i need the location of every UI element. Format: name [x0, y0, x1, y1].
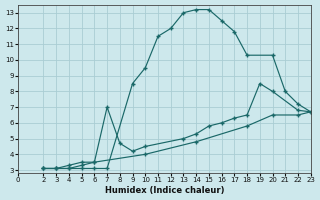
X-axis label: Humidex (Indice chaleur): Humidex (Indice chaleur) — [105, 186, 224, 195]
